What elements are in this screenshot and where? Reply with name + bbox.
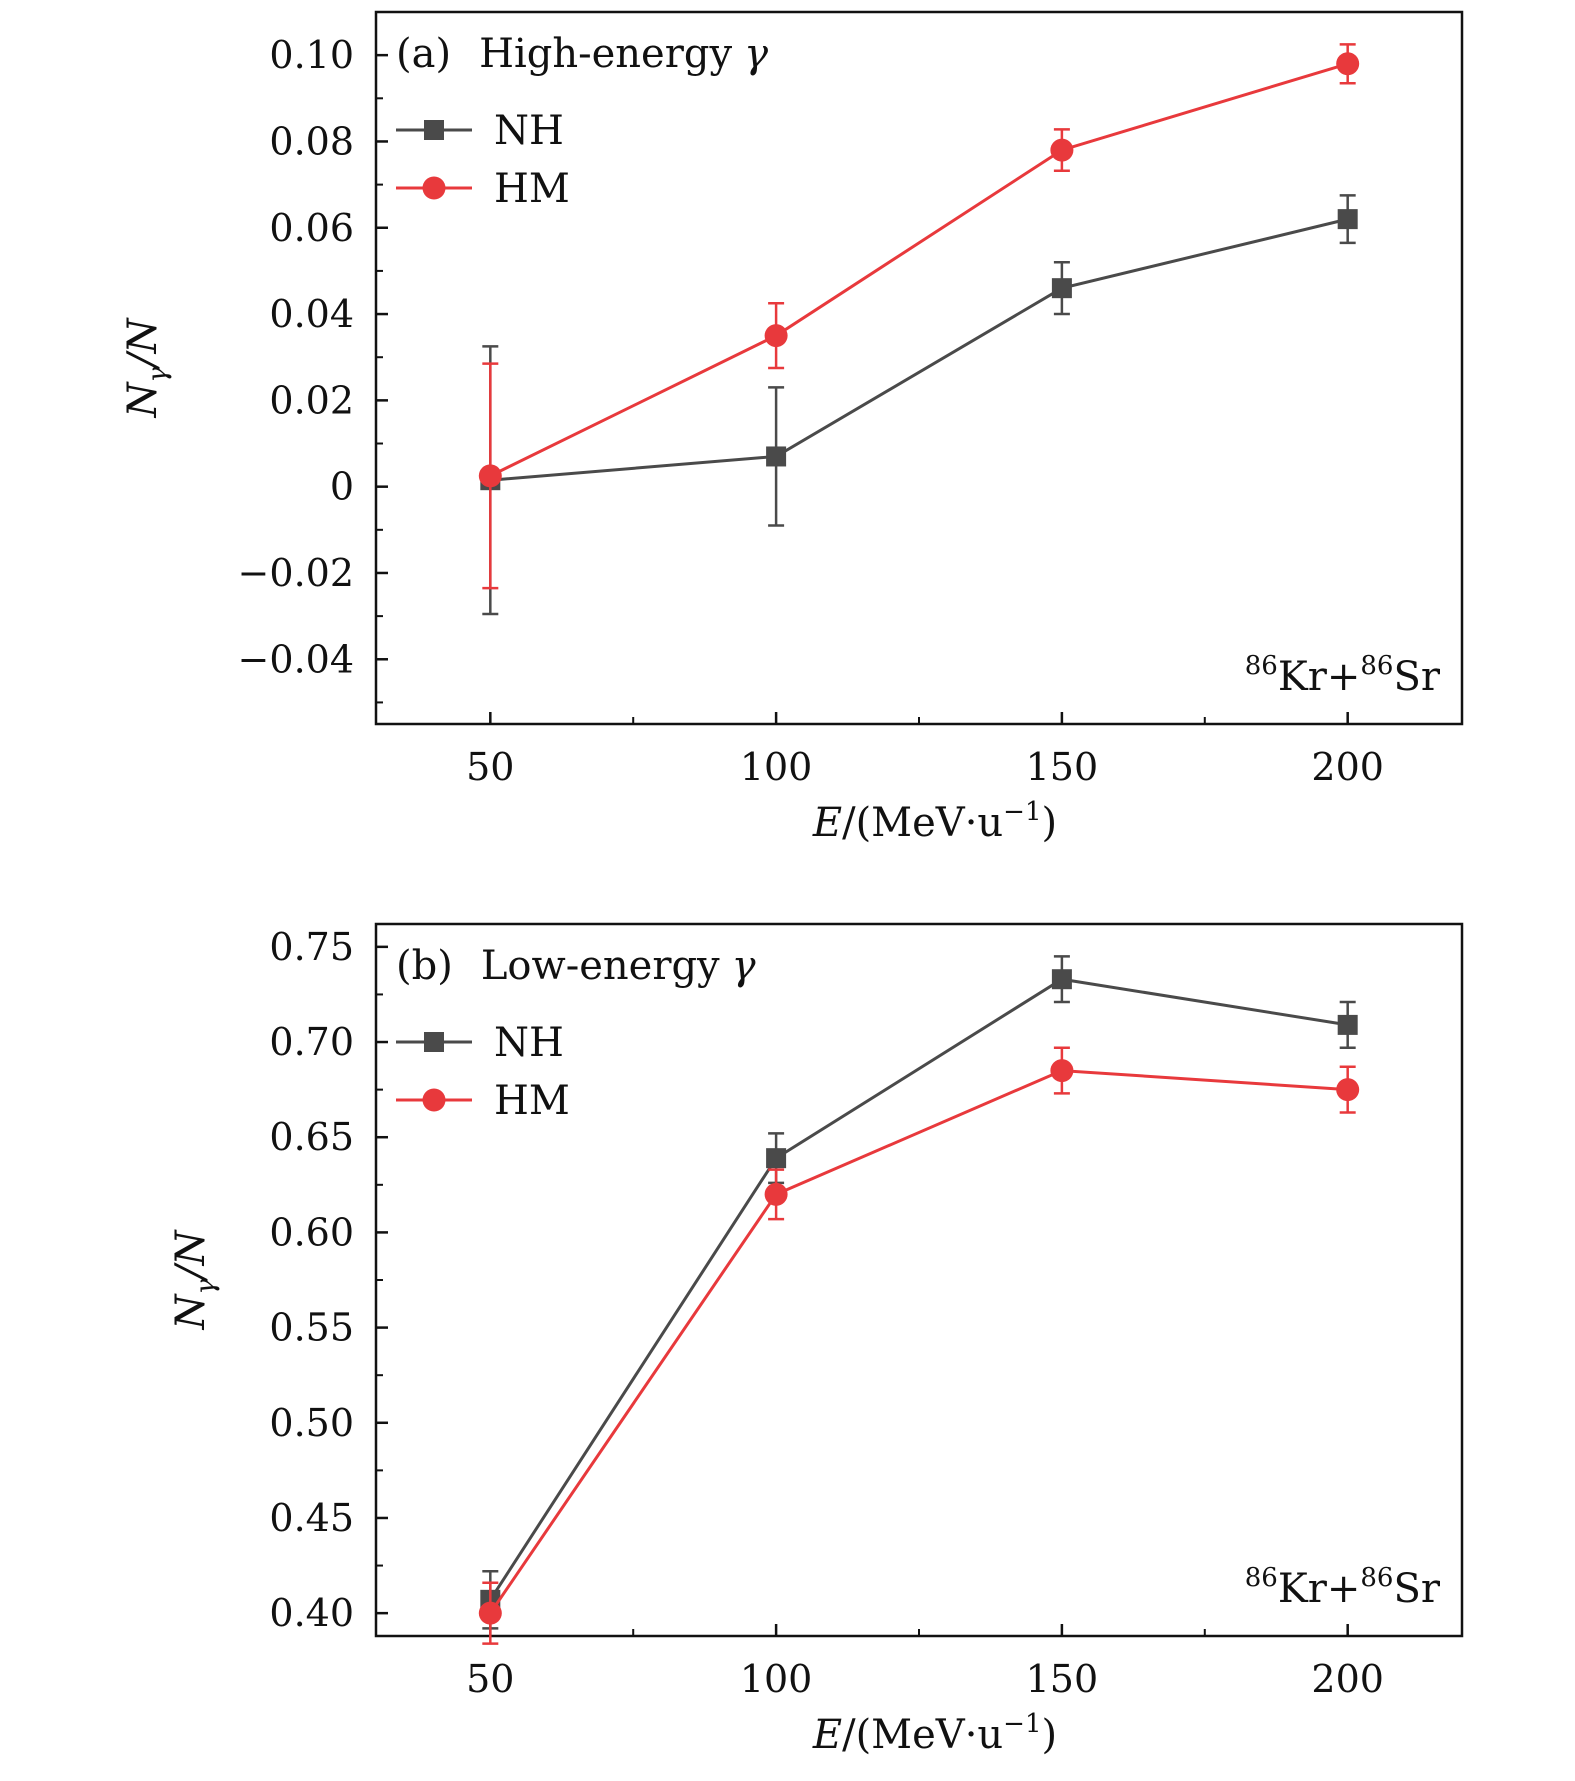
- legend-label: HM: [494, 1078, 570, 1124]
- data-point: [766, 1148, 787, 1169]
- series-nh: [480, 955, 1358, 1630]
- legend-label: NH: [494, 1020, 564, 1066]
- mass-number: 86: [1245, 1563, 1278, 1593]
- data-point: [1336, 52, 1360, 76]
- y-axis-var: N: [168, 1293, 214, 1331]
- x-axis-exp: −1: [1003, 1709, 1041, 1739]
- panel-title-text: High-energy: [479, 31, 732, 77]
- data-point: [478, 464, 502, 488]
- x-axis-title: E/(MeV·u−1): [812, 797, 1057, 846]
- data-point: [1050, 1059, 1074, 1083]
- y-tick-label: 0.02: [269, 378, 354, 422]
- x-axis-var: E: [812, 800, 842, 846]
- series-line: [490, 217, 1349, 482]
- reaction-annotation: 86Kr+86Sr: [1245, 651, 1441, 700]
- x-tick-label: 100: [740, 745, 813, 789]
- chart-panel-a: 50 100 150 200 −0.04 −0.02 0 0.02 0.04 0.06 0.08 0.…: [120, 10, 1464, 846]
- mass-number: 86: [1245, 651, 1278, 681]
- reaction-annotation: 86Kr+86Sr: [1245, 1563, 1441, 1612]
- y-tick-label: 0.50: [269, 1401, 354, 1445]
- y-tick-label: 0.10: [269, 33, 354, 77]
- y-tick-label: 0.40: [269, 1591, 354, 1635]
- y-axis-title: Nγ/N: [120, 316, 173, 418]
- x-tick-label: 150: [1026, 1657, 1099, 1701]
- legend-marker: [424, 120, 444, 140]
- x-axis-unit-close: ): [1042, 1712, 1058, 1758]
- y-tick-label: 0.65: [269, 1115, 354, 1159]
- y-tick-label: 0.45: [269, 1496, 354, 1540]
- x-axis-var: E: [812, 1712, 842, 1758]
- y-tick-label: 0.06: [269, 206, 354, 250]
- y-tick-label: 0.04: [269, 292, 354, 336]
- series-line: [489, 1069, 1348, 1615]
- x-tick-label: 100: [740, 1657, 813, 1701]
- data-point: [1050, 138, 1074, 162]
- panel-title: (b) Low-energy γ: [396, 943, 756, 989]
- legend-label: HM: [494, 166, 570, 212]
- legend-marker: [424, 1032, 444, 1052]
- panel-title-text: Low-energy: [481, 943, 720, 989]
- y-axis-title: Nγ/N: [168, 1228, 221, 1330]
- x-tick-label: 200: [1311, 745, 1384, 789]
- y-axis-var: N: [120, 381, 166, 419]
- legend-marker: [422, 1088, 446, 1112]
- data-point: [764, 324, 788, 348]
- panel-title-symbol: γ: [744, 31, 768, 77]
- x-axis-title: E/(MeV·u−1): [812, 1709, 1057, 1758]
- element-sr: Sr: [1393, 1566, 1440, 1612]
- data-point: [478, 1601, 502, 1625]
- panel-label: (b): [396, 943, 453, 989]
- data-point: [1337, 1014, 1358, 1035]
- data-point: [764, 1182, 788, 1206]
- y-tick-label: −0.04: [238, 637, 354, 681]
- series-hm: [478, 43, 1360, 590]
- x-axis-unit: /(MeV·u: [842, 800, 1003, 846]
- legend-marker: [422, 176, 446, 200]
- x-tick-label: 50: [466, 745, 514, 789]
- data-point: [1051, 969, 1072, 990]
- element-kr: Kr+: [1278, 654, 1361, 700]
- x-axis-exp: −1: [1003, 797, 1041, 827]
- x-axis-unit-close: ): [1042, 800, 1058, 846]
- panel-title-symbol: γ: [732, 943, 756, 989]
- y-tick-label: 0.08: [269, 119, 354, 163]
- x-tick-label: 150: [1026, 745, 1099, 789]
- legend-item-hm: HM: [396, 166, 570, 212]
- legend-item-hm: HM: [396, 1078, 570, 1124]
- legend-item-nh: NH: [396, 1020, 564, 1066]
- y-tick-label: 0.55: [269, 1306, 354, 1350]
- element-kr: Kr+: [1278, 1566, 1361, 1612]
- series-nh: [480, 194, 1358, 616]
- panel-label: (a): [396, 31, 451, 77]
- y-tick-label: 0.75: [269, 925, 354, 969]
- element-sr: Sr: [1393, 654, 1440, 700]
- legend-item-nh: NH: [396, 108, 564, 154]
- y-axis-sub: γ: [191, 1279, 221, 1295]
- y-tick-label: 0.60: [269, 1210, 354, 1254]
- legend-label: NH: [494, 108, 564, 154]
- y-tick-label: 0.70: [269, 1020, 354, 1064]
- data-point: [1337, 209, 1358, 230]
- mass-number: 86: [1360, 651, 1393, 681]
- x-axis-unit: /(MeV·u: [842, 1712, 1003, 1758]
- x-tick-label: 200: [1311, 1657, 1384, 1701]
- y-axis-rest: /N: [120, 316, 166, 370]
- series-line: [489, 62, 1349, 478]
- x-tick-label: 50: [466, 1657, 514, 1701]
- series-line: [489, 977, 1348, 1601]
- panel-title: (a) High-energy γ: [396, 31, 768, 77]
- mass-number: 86: [1360, 1563, 1393, 1593]
- data-point: [1051, 278, 1072, 299]
- y-tick-label: −0.02: [238, 551, 354, 595]
- y-axis-rest: /N: [168, 1228, 214, 1282]
- series-hm: [478, 1046, 1360, 1645]
- chart-panel-b: 50 100 150 200 0.40 0.45 0.50 0.55 0.60 0.65 0.70 0…: [168, 922, 1464, 1758]
- data-point: [1336, 1078, 1360, 1102]
- y-axis-sub: γ: [143, 367, 173, 383]
- data-point: [766, 446, 787, 467]
- y-tick-label: 0: [330, 465, 354, 509]
